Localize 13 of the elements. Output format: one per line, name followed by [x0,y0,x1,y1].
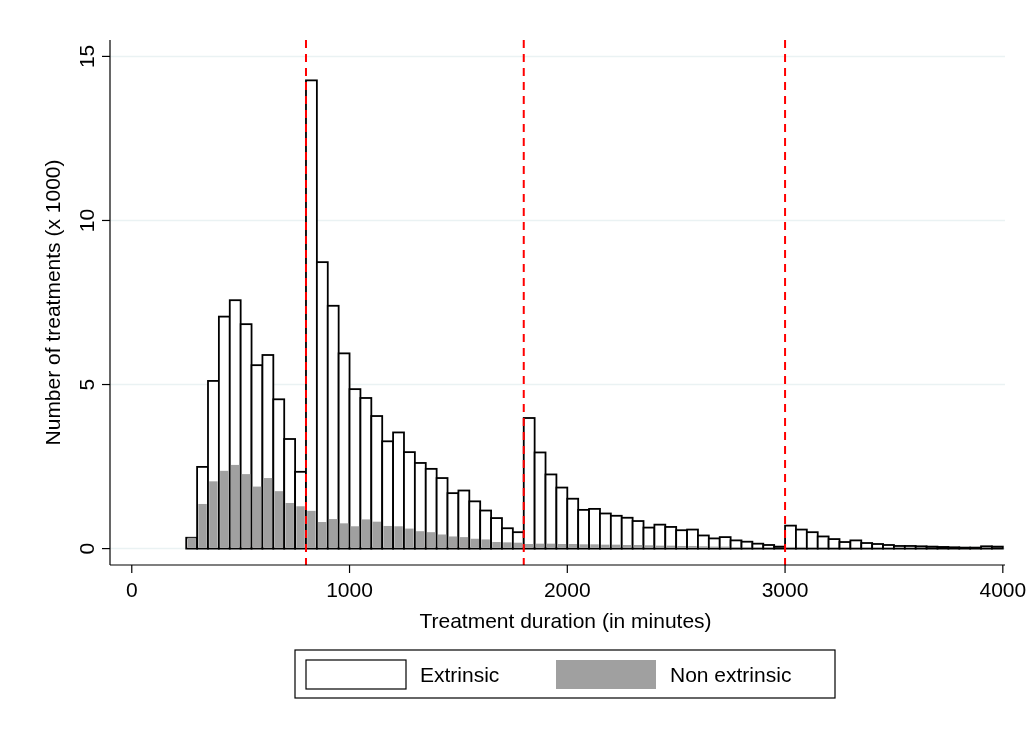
y-axis-title: Number of treatments (x 1000) [41,159,64,446]
x-tick-label: 4000 [979,578,1027,601]
legend-label: Extrinsic [420,663,500,686]
y-tick-label: 5 [75,378,98,391]
x-tick-label: 2000 [543,578,591,601]
x-axis-title: Treatment duration (in minutes) [419,609,712,632]
y-tick-label: 15 [75,44,98,69]
y-tick-label: 10 [75,208,98,233]
legend-label: Non extrinsic [670,663,792,686]
x-tick-label: 0 [125,578,138,601]
x-tick-label: 1000 [326,578,373,601]
y-tick-label: 0 [75,542,98,555]
x-tick-label: 3000 [761,578,809,601]
